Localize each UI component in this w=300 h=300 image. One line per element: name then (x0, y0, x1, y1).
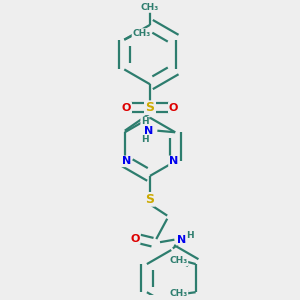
Text: O: O (122, 103, 131, 113)
Text: H: H (141, 117, 149, 126)
Text: H: H (186, 231, 194, 240)
Text: N: N (144, 126, 153, 136)
Text: CH₃: CH₃ (169, 256, 188, 266)
Text: S: S (146, 193, 154, 206)
Text: CH₃: CH₃ (132, 29, 151, 38)
Text: O: O (130, 234, 140, 244)
Text: CH₃: CH₃ (141, 3, 159, 12)
Text: N: N (177, 235, 186, 245)
Text: S: S (146, 101, 154, 114)
Text: N: N (122, 156, 131, 166)
Text: O: O (169, 103, 178, 113)
Text: N: N (169, 156, 178, 166)
Text: CH₃: CH₃ (169, 289, 188, 298)
Text: H: H (141, 135, 149, 144)
